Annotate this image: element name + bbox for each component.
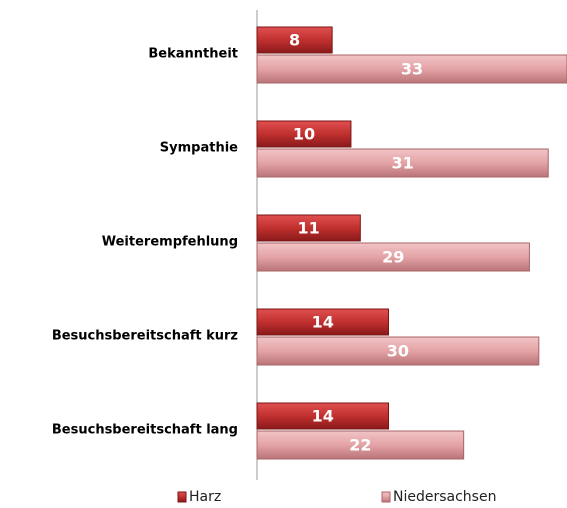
bar	[256, 148, 549, 178]
category-label: Weiterempfehlung	[102, 235, 238, 250]
bar-value-label: 30	[387, 342, 409, 361]
bar	[256, 402, 390, 430]
legend-swatch	[177, 491, 187, 503]
category-label: Bekanntheit	[148, 47, 238, 62]
bar-value-label: 29	[382, 248, 404, 267]
bar	[256, 242, 530, 272]
legend-label: Harz	[189, 489, 221, 505]
bar-value-label: 14	[312, 313, 334, 332]
bar	[256, 430, 465, 460]
bar	[256, 26, 333, 54]
bar-value-label: 31	[391, 154, 413, 173]
bar-value-label: 33	[401, 60, 423, 79]
bar	[256, 120, 352, 148]
bar	[256, 336, 540, 366]
bar-value-label: 11	[298, 219, 320, 238]
bar	[256, 308, 390, 336]
legend-swatch	[381, 491, 391, 503]
category-label: Sympathie	[160, 141, 238, 156]
category-label: Besuchsbereitschaft kurz	[52, 329, 238, 344]
category-label: Besuchsbereitschaft lang	[52, 423, 238, 438]
bar-value-label: 10	[293, 125, 315, 144]
bar	[256, 214, 361, 242]
bar-value-label: 8	[289, 31, 300, 50]
bar-value-label: 22	[349, 436, 371, 455]
bar	[256, 54, 567, 84]
bar-value-label: 14	[312, 407, 334, 426]
legend-label: Niedersachsen	[393, 489, 496, 505]
